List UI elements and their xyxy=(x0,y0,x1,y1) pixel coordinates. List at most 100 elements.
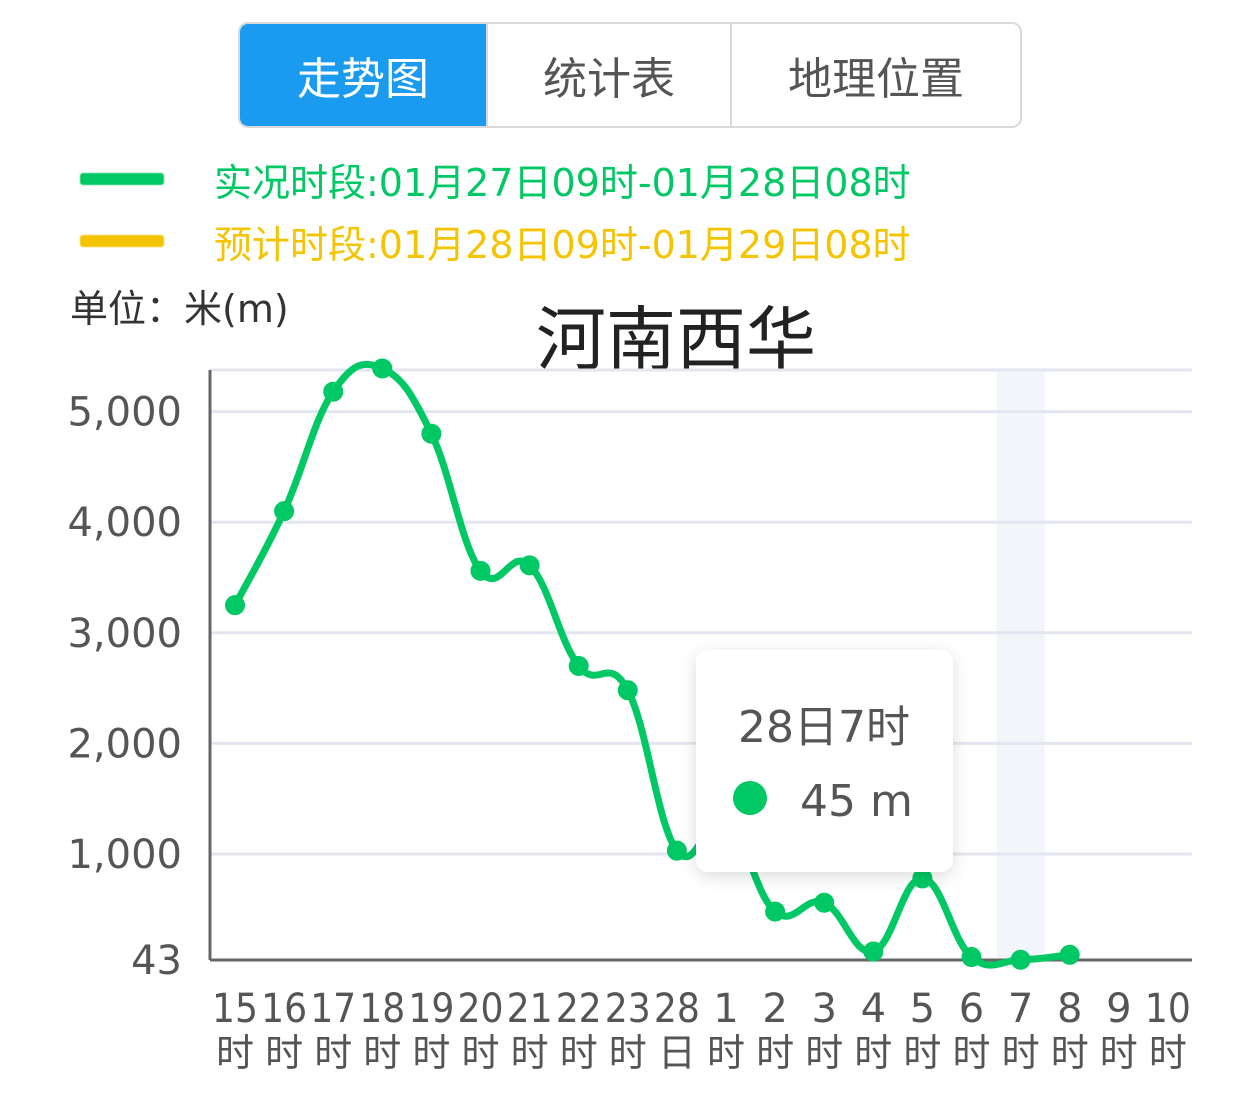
x-tick-label: 4时 xyxy=(854,986,892,1075)
x-tick-label-unit: 时 xyxy=(805,1031,843,1075)
x-tick-label-unit: 时 xyxy=(854,1031,892,1075)
x-tick-label-value: 21 xyxy=(507,986,553,1032)
data-point xyxy=(568,655,589,676)
legend-swatch-observed xyxy=(80,173,164,185)
x-tick-label: 16时 xyxy=(261,986,307,1075)
data-point xyxy=(274,501,295,522)
x-tick-label-value: 17 xyxy=(310,986,356,1032)
data-point xyxy=(470,560,491,581)
x-tick-label-unit: 时 xyxy=(609,1031,647,1075)
data-points xyxy=(225,358,1080,970)
x-tick-label-value: 3 xyxy=(811,986,836,1032)
data-point xyxy=(863,941,884,962)
x-tick-label: 10时 xyxy=(1145,986,1191,1075)
y-tick-label: 3,000 xyxy=(67,611,182,657)
x-tick-label-unit: 时 xyxy=(412,1031,450,1075)
x-tick-label-unit: 日 xyxy=(658,1031,696,1075)
data-point xyxy=(421,423,442,444)
unit-label: 单位：米(m) xyxy=(70,287,289,331)
tab-trend[interactable]: 走势图 xyxy=(240,24,486,126)
x-tick-label: 2时 xyxy=(756,986,794,1075)
data-point xyxy=(225,595,245,616)
data-point xyxy=(814,892,835,913)
x-tick-label: 17时 xyxy=(310,986,356,1075)
data-point xyxy=(912,868,933,889)
x-tick-label: 23时 xyxy=(605,986,651,1075)
data-point xyxy=(323,381,344,402)
data-point xyxy=(617,680,638,701)
x-tick-label: 20时 xyxy=(458,986,504,1075)
x-tick-label-unit: 时 xyxy=(511,1031,549,1075)
grid-lines xyxy=(210,368,1192,856)
x-tick-label: 9时 xyxy=(1100,986,1138,1075)
x-tick-label: 22时 xyxy=(556,986,602,1075)
x-tick-label-unit: 时 xyxy=(461,1031,499,1075)
tab-geo-location[interactable]: 地理位置 xyxy=(730,24,1020,126)
x-tick-label-unit: 时 xyxy=(903,1031,941,1075)
legend-observed: 实况时段:01月27日09时-01月28日08时 xyxy=(80,154,911,205)
x-tick-label-unit: 时 xyxy=(952,1031,990,1075)
x-tick-label-unit: 时 xyxy=(707,1031,745,1075)
x-tick-label-value: 18 xyxy=(359,986,405,1032)
data-point xyxy=(666,840,687,861)
x-tick-label-value: 9 xyxy=(1106,986,1131,1032)
tooltip: 28日7时 45 m xyxy=(696,650,953,872)
legend-label-observed: 实况时段:01月27日09时-01月28日08时 xyxy=(214,160,911,205)
x-tick-label-value: 2 xyxy=(762,986,787,1032)
x-tick-label-value: 22 xyxy=(556,986,602,1032)
x-tick-label: 7时 xyxy=(1002,986,1040,1075)
x-tick-label: 18时 xyxy=(359,986,405,1075)
x-tick-label-unit: 时 xyxy=(1051,1031,1089,1075)
x-tick-label: 5时 xyxy=(903,986,941,1075)
x-tick-label-value: 15 xyxy=(212,986,258,1032)
tooltip-series-dot xyxy=(733,781,767,815)
x-tick-label: 8时 xyxy=(1051,986,1089,1075)
x-tick-label-unit: 时 xyxy=(265,1031,303,1075)
data-point xyxy=(519,555,540,576)
x-tick-label: 28日 xyxy=(654,986,700,1075)
x-tick-label-value: 10 xyxy=(1145,986,1191,1032)
x-tick-labels: 15时16时17时18时19时20时21时22时23时28日1时2时3时4时5时… xyxy=(212,986,1191,1075)
y-tick-label: 43 xyxy=(131,938,182,984)
x-tick-label: 19时 xyxy=(408,986,454,1075)
y-tick-label: 2,000 xyxy=(67,721,182,767)
x-tick-label-value: 8 xyxy=(1057,986,1082,1032)
x-tick-label-unit: 时 xyxy=(363,1031,401,1075)
data-point xyxy=(1059,944,1080,965)
y-tick-label: 4,000 xyxy=(67,500,182,546)
x-tick-label-value: 7 xyxy=(1008,986,1033,1032)
tooltip-box xyxy=(696,650,953,872)
x-tick-label-value: 1 xyxy=(713,986,738,1032)
x-tick-label-unit: 时 xyxy=(1002,1031,1040,1075)
x-tick-label: 15时 xyxy=(212,986,258,1075)
legend-label-forecast: 预计时段:01月28日09时-01月29日08时 xyxy=(214,222,911,267)
x-tick-label-value: 5 xyxy=(910,986,935,1032)
x-tick-label: 21时 xyxy=(507,986,553,1075)
legend-swatch-forecast xyxy=(80,235,164,247)
x-tick-label-unit: 时 xyxy=(756,1031,794,1075)
view-tabs: 走势图 统计表 地理位置 xyxy=(238,22,1022,128)
chart-title: 河南西华 xyxy=(536,299,816,381)
tab-statistics[interactable]: 统计表 xyxy=(486,24,730,126)
x-tick-label-unit: 时 xyxy=(1100,1031,1138,1075)
x-tick-label-unit: 时 xyxy=(216,1031,254,1075)
x-tick-label-unit: 时 xyxy=(1149,1031,1187,1075)
y-tick-label: 5,000 xyxy=(67,390,182,436)
data-point xyxy=(961,947,982,968)
x-tick-label-unit: 时 xyxy=(560,1031,598,1075)
data-point xyxy=(1010,949,1031,970)
x-tick-label: 6时 xyxy=(952,986,990,1075)
hover-highlight-band xyxy=(996,370,1045,960)
data-point xyxy=(372,358,393,379)
y-tick-labels: 43 1,000 2,000 3,000 4,000 5,000 xyxy=(67,390,182,984)
legend-forecast: 预计时段:01月28日09时-01月29日08时 xyxy=(80,216,911,267)
x-tick-label: 1时 xyxy=(707,986,745,1075)
y-tick-label: 1,000 xyxy=(67,832,182,878)
x-tick-label-value: 28 xyxy=(654,986,700,1032)
x-tick-label-unit: 时 xyxy=(314,1031,352,1075)
x-tick-label-value: 16 xyxy=(261,986,307,1032)
x-tick-label-value: 23 xyxy=(605,986,651,1032)
x-tick-label-value: 6 xyxy=(959,986,984,1032)
x-tick-label: 3时 xyxy=(805,986,843,1075)
